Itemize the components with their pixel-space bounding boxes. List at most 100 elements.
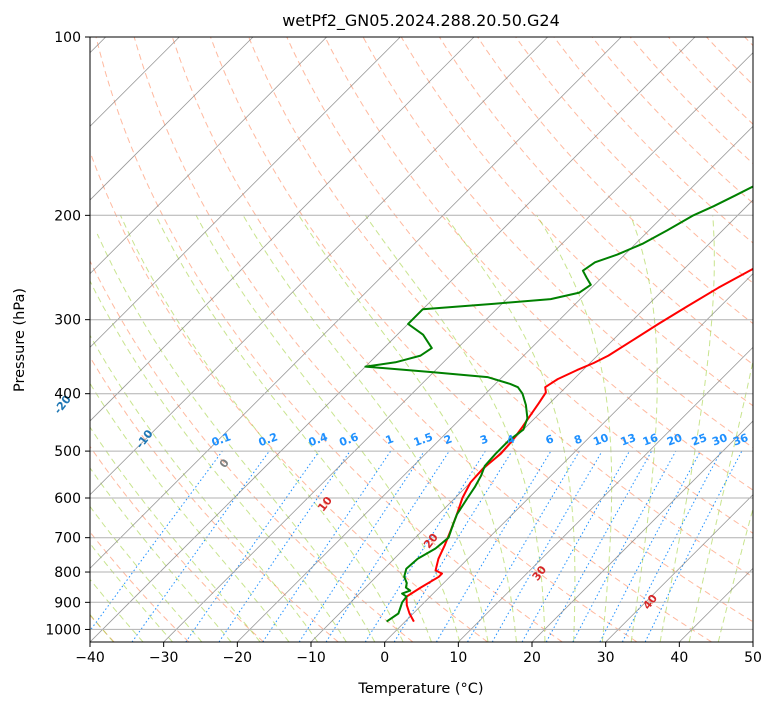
isotherm-line: [237, 125, 753, 642]
dry-adiabat: [90, 445, 264, 642]
y-axis-title: Pressure (hPa): [12, 288, 28, 392]
axes: −40 −30 −20 −10 0 10 20 30 40 5010020030040050060…: [45, 30, 762, 666]
moist-adiabat: [96, 233, 376, 642]
temperature-series-line: [405, 267, 753, 623]
moist-adiabat: [536, 215, 613, 642]
mixing-ratio-label: 25: [690, 431, 709, 448]
x-tick-label: 40: [670, 650, 688, 666]
mixing-ratio-label: 3: [478, 432, 490, 447]
moist-adiabat: [630, 215, 658, 642]
mixing-ratio-label: 4: [505, 432, 517, 447]
mixing-ratio-line: [262, 450, 392, 642]
x-tick-label: 30: [597, 650, 615, 666]
isotherm-line: [163, 52, 753, 642]
moist-adiabat: [120, 215, 404, 642]
moist-adiabat: [444, 215, 576, 642]
moist-adiabat: [242, 215, 489, 642]
y-tick-label: 200: [54, 208, 81, 224]
moist-adiabat: [155, 215, 432, 642]
chart-title: wetPf2_GN05.2024.288.20.50.G24: [282, 11, 560, 31]
dry-adiabat: [90, 356, 339, 642]
y-tick-label: 500: [54, 444, 81, 460]
isotherm-line: [90, 37, 254, 201]
mixing-ratio-label: 10: [591, 431, 610, 449]
isotherm-line: [310, 199, 753, 642]
x-tick-label: −20: [223, 650, 253, 666]
mixing-ratio-line: [90, 450, 223, 632]
dry-adiabat: [210, 37, 753, 623]
x-tick-label: −10: [296, 650, 326, 666]
x-axis-title: Temperature (°C): [357, 681, 483, 697]
mixing-ratio-line: [644, 450, 743, 642]
mixing-ratio-line: [185, 450, 320, 642]
mixing-ratio-label: 6: [544, 432, 556, 447]
y-tick-label: 700: [54, 531, 81, 547]
isotherm-line: [384, 273, 753, 642]
mixing-ratio-label: 0.2: [257, 430, 280, 449]
dry-adiabat: [324, 37, 753, 491]
x-tick-label: 0: [380, 650, 389, 666]
y-tick-label: 400: [54, 387, 81, 403]
reference-lines: [90, 37, 753, 642]
mixing-ratio-line: [545, 450, 653, 642]
plot-frame: [89, 36, 754, 643]
mixing-ratio-line: [218, 450, 351, 642]
mixing-ratio-label: 16: [641, 431, 660, 449]
mixing-ratio-line: [298, 450, 425, 642]
profile-series: [364, 185, 753, 623]
mixing-ratio-label: 1: [384, 432, 396, 447]
y-tick-label: 1000: [45, 622, 81, 638]
moist-adiabat: [364, 215, 546, 642]
y-tick-label: 900: [54, 595, 81, 611]
x-tick-label: 10: [449, 650, 467, 666]
mixing-ratio-label: 2: [442, 432, 454, 447]
moist-adiabat: [90, 467, 232, 642]
mixing-ratio-label: 8: [572, 432, 584, 447]
dry-adiabat: [515, 37, 753, 284]
mixing-ratio-label: 13: [619, 431, 638, 448]
isotherm-line: [90, 37, 622, 569]
x-tick-label: −30: [149, 650, 179, 666]
mixing-ratio-line: [521, 450, 630, 642]
isotherm-line: [90, 37, 696, 642]
moist-adiabat: [90, 279, 347, 642]
dry-adiabat: [286, 37, 753, 534]
mixing-ratio-label: 0.1: [210, 430, 233, 449]
dewpoint-series-line: [364, 185, 753, 623]
plot-background: [90, 37, 753, 642]
dry-adiabat: [95, 37, 563, 642]
y-tick-label: 600: [54, 491, 81, 507]
moist-adiabat: [90, 542, 173, 642]
mixing-ratio-label: 20: [665, 431, 684, 449]
y-tick-label: 300: [54, 313, 81, 329]
mixing-ratio-line: [393, 450, 513, 642]
isotherm-line: [458, 346, 753, 642]
x-tick-label: 20: [523, 650, 541, 666]
mixing-ratio-line: [325, 450, 450, 642]
mixing-ratio-label: 1.5: [412, 430, 435, 449]
mixing-ratio-label: 0.6: [338, 430, 361, 449]
isotherm-line: [752, 641, 753, 642]
dry-adiabat: [171, 37, 712, 642]
mixing-ratio-label: 30: [710, 431, 729, 449]
mixing-ratio-label: 36: [731, 431, 750, 449]
moist-adiabat: [195, 215, 461, 642]
dry-adiabat: [90, 259, 414, 642]
isotherm-line: [90, 37, 401, 348]
x-tick-label: 50: [744, 650, 762, 666]
isotherm-line: [90, 37, 475, 422]
mixing-ratio-label: 0.4: [307, 430, 330, 449]
mixing-ratio-line: [131, 450, 270, 642]
y-tick-label: 800: [54, 565, 81, 581]
dry-adiabat: [248, 37, 753, 578]
x-tick-label: −40: [75, 650, 105, 666]
moist-adiabat: [659, 215, 715, 642]
isotherm-line: [90, 37, 548, 496]
moist-adiabat: [90, 426, 261, 642]
isotherm-line: [605, 494, 753, 642]
y-tick-label: 100: [54, 30, 81, 46]
moist-adiabat: [90, 334, 319, 642]
isotherm-line: [90, 37, 327, 275]
moist-adiabat: [90, 382, 290, 642]
